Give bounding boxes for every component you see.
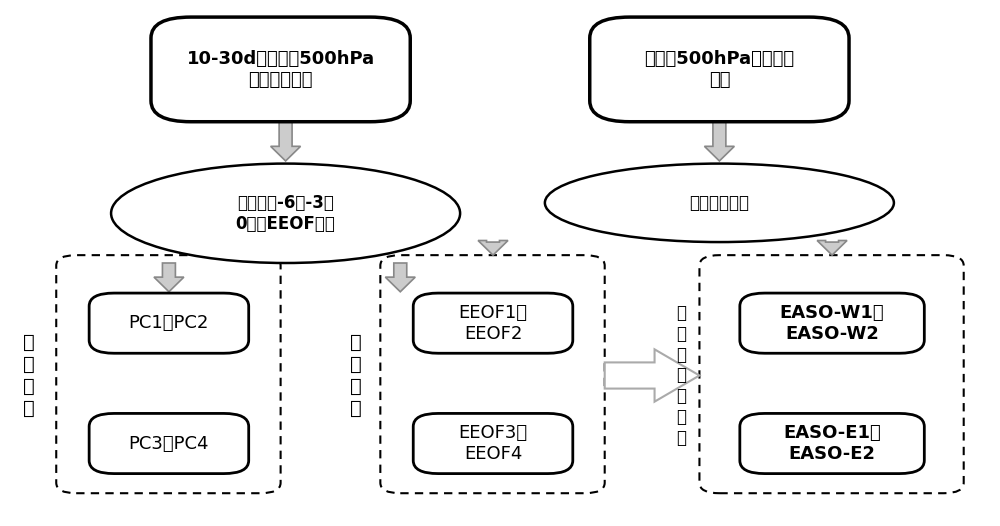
Polygon shape [271,122,301,161]
Polygon shape [478,240,508,255]
Text: 空
间
模
态: 空 间 模 态 [350,333,361,418]
Polygon shape [704,122,734,161]
FancyBboxPatch shape [740,293,924,353]
Text: 非滤波500hPa位势高度
异常: 非滤波500hPa位势高度 异常 [644,50,794,89]
Text: 时
间
系
数: 时 间 系 数 [23,333,35,418]
FancyBboxPatch shape [699,255,964,493]
Polygon shape [154,263,184,292]
FancyBboxPatch shape [56,255,281,493]
Text: EASO-W1和
EASO-W2: EASO-W1和 EASO-W2 [780,304,884,342]
Ellipse shape [545,164,894,242]
Text: EASO-E1和
EASO-E2: EASO-E1和 EASO-E2 [783,424,881,463]
Polygon shape [817,240,847,255]
Text: 非
滤
波
实
时
指
数: 非 滤 波 实 时 指 数 [676,304,686,447]
FancyBboxPatch shape [740,413,924,473]
FancyBboxPatch shape [413,293,573,353]
Text: 第一步：-6，-3，
0天的EEOF分解: 第一步：-6，-3， 0天的EEOF分解 [236,194,336,232]
Text: 10-30d带通滤波500hPa
位势高度异常: 10-30d带通滤波500hPa 位势高度异常 [187,50,375,89]
Text: EEOF3和
EEOF4: EEOF3和 EEOF4 [458,424,528,463]
Text: PC3和PC4: PC3和PC4 [129,434,209,452]
FancyBboxPatch shape [380,255,605,493]
Polygon shape [385,263,415,292]
Text: EEOF1和
EEOF2: EEOF1和 EEOF2 [459,304,528,342]
FancyBboxPatch shape [413,413,573,473]
FancyBboxPatch shape [89,413,249,473]
FancyBboxPatch shape [89,293,249,353]
Ellipse shape [111,164,460,263]
FancyBboxPatch shape [151,17,410,122]
FancyBboxPatch shape [590,17,849,122]
Text: 第二步：投影: 第二步：投影 [689,194,749,212]
Polygon shape [605,349,699,402]
Text: PC1和PC2: PC1和PC2 [129,314,209,332]
